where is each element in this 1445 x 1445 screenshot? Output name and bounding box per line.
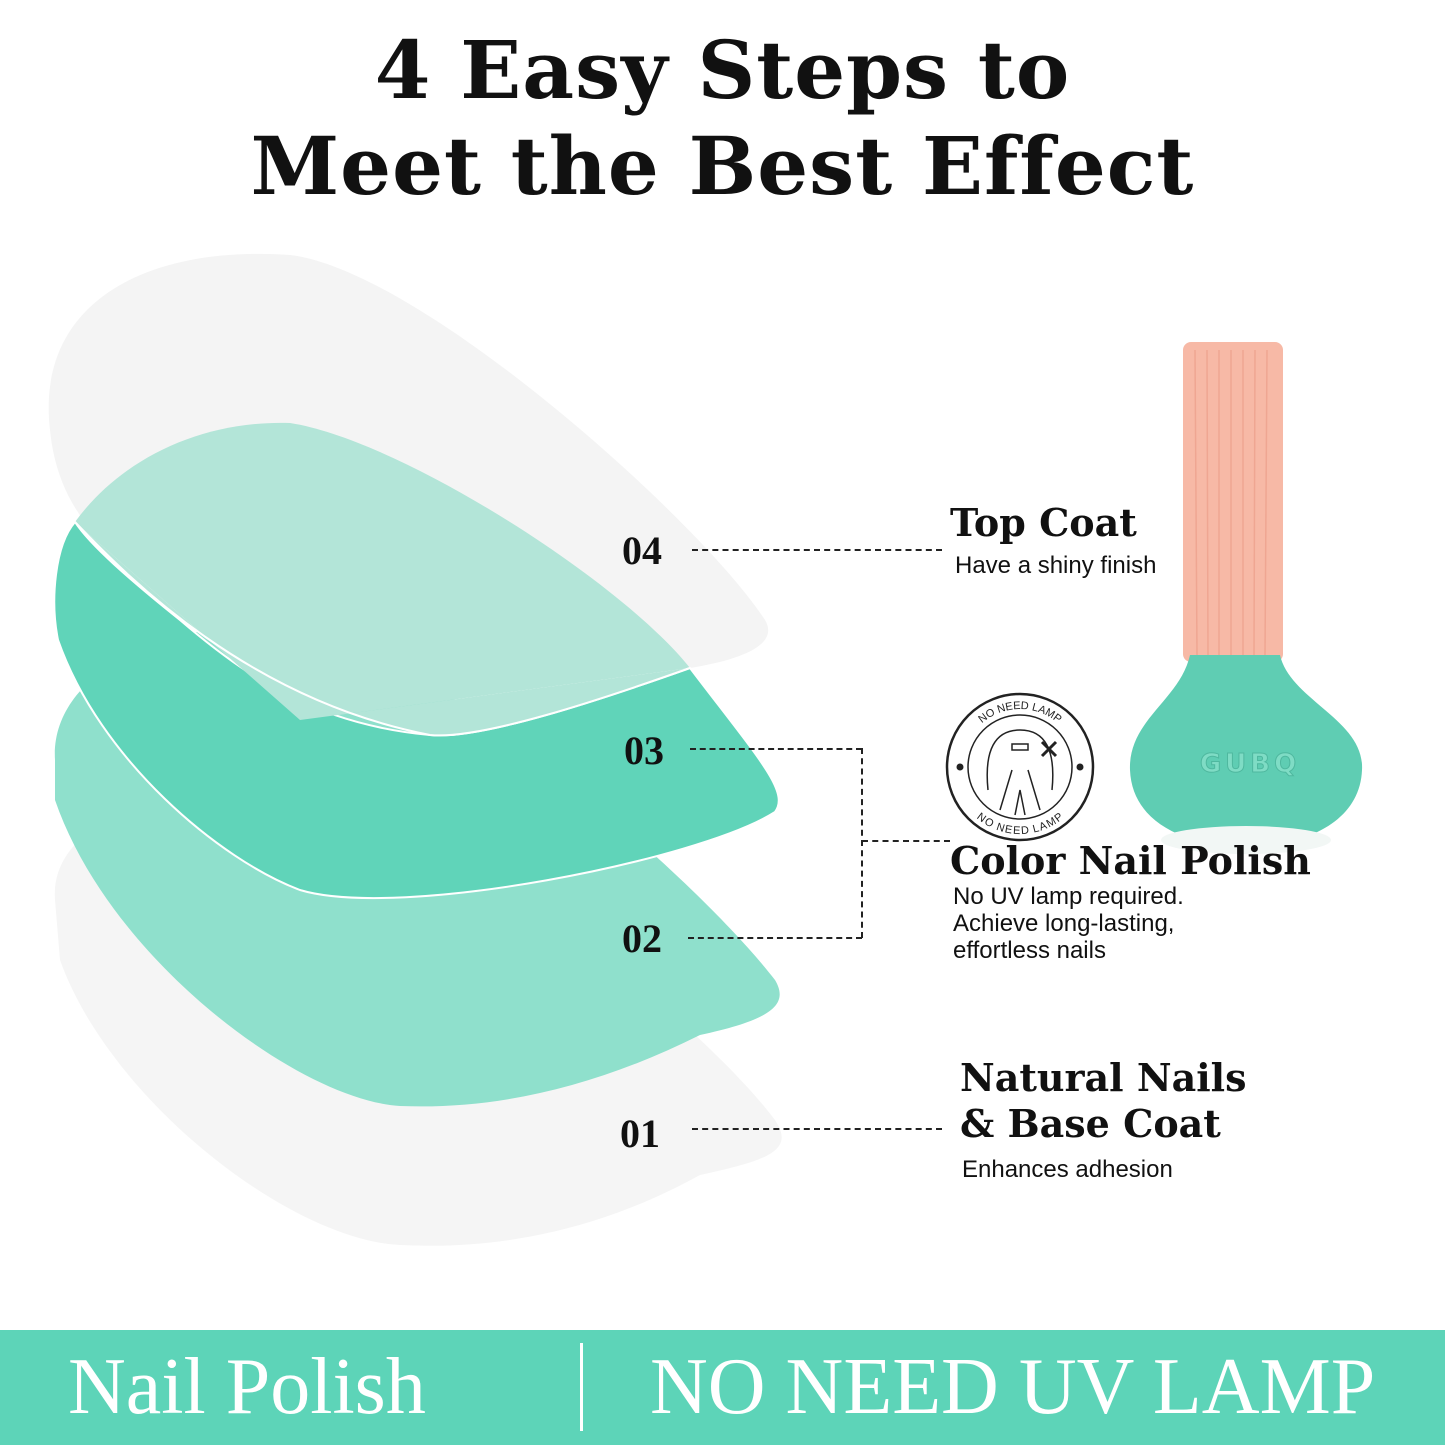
desc-line: Achieve long-lasting, bbox=[953, 910, 1175, 937]
connector-bracket bbox=[861, 748, 863, 938]
step-description-top-coat: Have a shiny finish bbox=[955, 552, 1157, 579]
step-number-03: 03 bbox=[624, 728, 664, 773]
heading-line: & Base Coat bbox=[960, 1101, 1221, 1146]
step-number-04: 04 bbox=[622, 528, 662, 573]
banner-divider bbox=[580, 1343, 583, 1431]
step-number-02: 02 bbox=[622, 916, 662, 961]
bottle-cap bbox=[1183, 342, 1283, 662]
desc-line: effortless nails bbox=[953, 937, 1106, 964]
nail-polish-bottle: GUBQ bbox=[1129, 342, 1363, 854]
connector-02 bbox=[688, 937, 862, 939]
step-heading-top-coat: Top Coat bbox=[950, 500, 1137, 545]
banner-left-text: Nail Polish bbox=[68, 1343, 426, 1431]
title-line-2: Meet the Best Effect bbox=[250, 119, 1195, 213]
step-number-01: 01 bbox=[620, 1111, 660, 1156]
connector-04 bbox=[692, 549, 942, 551]
bottle-brand: GUBQ bbox=[1200, 749, 1300, 779]
title-line-1: 4 Easy Steps to bbox=[374, 23, 1071, 117]
step-heading-color-nail-polish: Color Nail Polish bbox=[950, 838, 1311, 883]
nail-layers-illustration: GUBQ NO NEED LAMP NO NEED LAMP bbox=[48, 253, 1363, 1107]
no-lamp-icon bbox=[986, 729, 1058, 816]
connector-03 bbox=[690, 748, 862, 750]
step-description-color: No UV lamp required. Achieve long-lastin… bbox=[953, 883, 1184, 964]
connector-01 bbox=[692, 1128, 942, 1130]
nail-layer-top-coat bbox=[75, 422, 690, 720]
no-lamp-badge: NO NEED LAMP NO NEED LAMP bbox=[945, 692, 1095, 842]
bottom-banner bbox=[0, 1330, 1445, 1445]
connector-color bbox=[862, 840, 950, 842]
page-title: 4 Easy Steps to Meet the Best Effect bbox=[0, 22, 1445, 214]
heading-line: Natural Nails bbox=[960, 1055, 1247, 1100]
bottle-body bbox=[1129, 655, 1363, 848]
step-heading-natural-nails: Natural Nails & Base Coat bbox=[960, 1055, 1246, 1147]
step-description-base: Enhances adhesion bbox=[962, 1156, 1173, 1183]
banner-right-text: NO NEED UV LAMP bbox=[650, 1343, 1376, 1431]
desc-line: No UV lamp required. bbox=[953, 883, 1184, 910]
